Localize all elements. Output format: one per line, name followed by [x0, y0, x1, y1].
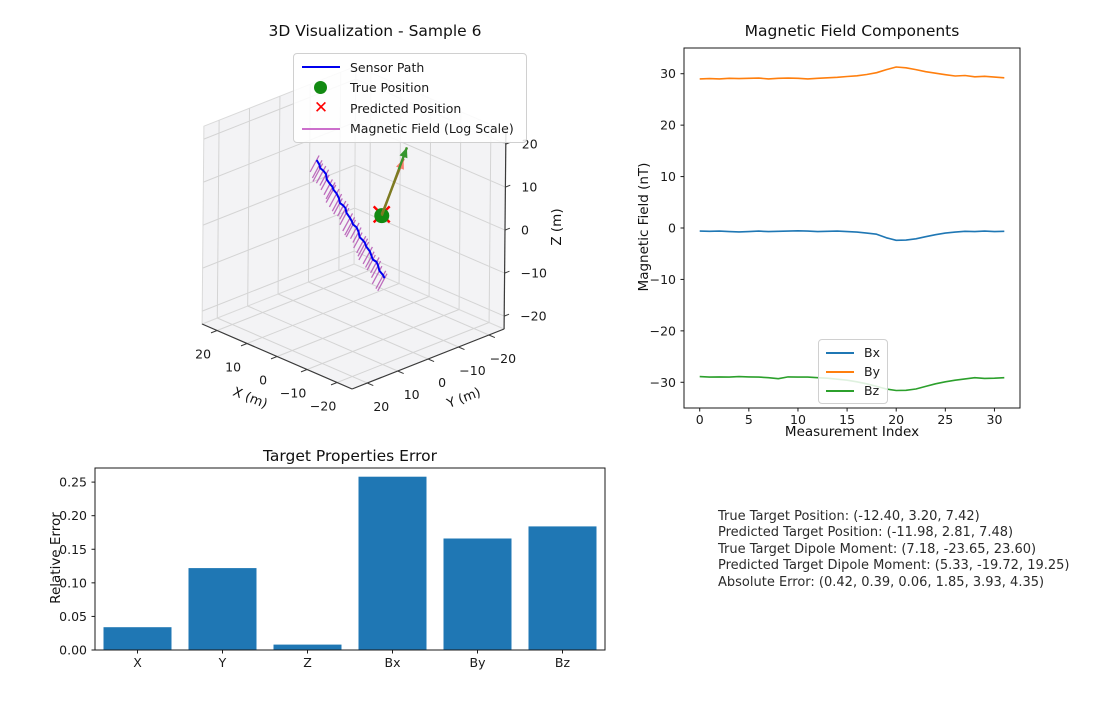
svg-text:By: By: [470, 655, 487, 670]
legend-item-sensor-path: Sensor Path: [302, 60, 518, 75]
svg-text:20: 20: [373, 399, 389, 414]
predicted-position-x-icon: ✕: [313, 98, 329, 119]
svg-text:25: 25: [937, 412, 953, 427]
legend-label: Bz: [864, 383, 880, 398]
mag-chart-title: Magnetic Field Components: [744, 22, 960, 40]
legend-item-bz: Bz: [826, 383, 880, 398]
svg-text:30: 30: [660, 66, 676, 81]
svg-text:10: 10: [660, 169, 676, 184]
legend-item-bx: Bx: [826, 345, 880, 360]
sensor-path-line-icon: [302, 66, 340, 69]
legend-label: Bx: [864, 345, 880, 360]
svg-text:0: 0: [259, 373, 267, 388]
svg-text:−10: −10: [459, 363, 485, 378]
plot3d-legend: Sensor Path True Position ✕ Predicted Po…: [293, 53, 527, 143]
svg-text:Bx: Bx: [385, 655, 401, 670]
plot3d-zaxis-label: Z (m): [549, 208, 565, 246]
svg-text:−20: −20: [650, 323, 676, 338]
svg-text:20: 20: [195, 347, 211, 362]
bz-line-icon: [826, 389, 854, 392]
info-true-dipole-moment: True Target Dipole Moment: (7.18, -23.65…: [718, 541, 1037, 557]
info-predicted-position: Predicted Target Position: (-11.98, 2.81…: [718, 525, 1014, 541]
svg-text:20: 20: [888, 412, 904, 427]
svg-text:Y: Y: [218, 655, 227, 670]
svg-text:−20: −20: [520, 309, 546, 324]
svg-text:0: 0: [668, 221, 676, 236]
svg-text:0.15: 0.15: [59, 542, 87, 557]
svg-text:10: 10: [790, 412, 806, 427]
svg-text:30: 30: [987, 412, 1003, 427]
svg-text:X: X: [133, 655, 142, 670]
legend-label: By: [864, 364, 880, 379]
by-line-icon: [826, 370, 854, 373]
legend-item-by: By: [826, 364, 880, 379]
target-info-panel: True Target Position: (-12.40, 3.20, 7.4…: [718, 509, 1070, 591]
legend-label: True Position: [350, 80, 430, 96]
magnetic-field-line-icon: [302, 127, 340, 130]
svg-text:20: 20: [660, 118, 676, 133]
svg-text:0: 0: [521, 223, 529, 238]
legend-item-magnetic-field: Magnetic Field (Log Scale): [302, 121, 518, 136]
svg-text:10: 10: [404, 387, 420, 402]
svg-text:0.00: 0.00: [59, 643, 87, 658]
svg-text:Bz: Bz: [555, 655, 571, 670]
svg-text:0: 0: [696, 412, 704, 427]
svg-text:0: 0: [438, 375, 446, 390]
legend-item-true-position: True Position: [302, 80, 518, 95]
info-absolute-error: Absolute Error: (0.42, 0.39, 0.06, 1.85,…: [718, 574, 1045, 590]
svg-text:0.10: 0.10: [59, 575, 87, 590]
svg-text:5: 5: [745, 412, 753, 427]
bar-chart-title: Target Properties Error: [263, 447, 437, 465]
svg-text:−20: −20: [310, 399, 336, 414]
svg-text:−10: −10: [280, 386, 306, 401]
info-predicted-dipole-moment: Predicted Target Dipole Moment: (5.33, -…: [718, 558, 1070, 574]
mag-chart-legend: Bx By Bz: [818, 339, 888, 404]
legend-label: Magnetic Field (Log Scale): [350, 121, 514, 137]
svg-text:0.05: 0.05: [59, 609, 87, 624]
legend-label: Sensor Path: [350, 59, 425, 75]
svg-text:−20: −20: [490, 351, 516, 366]
svg-text:−30: −30: [650, 375, 676, 390]
svg-text:10: 10: [225, 360, 241, 375]
svg-text:0.20: 0.20: [59, 508, 87, 523]
legend-item-predicted-position: ✕ Predicted Position: [302, 98, 518, 119]
svg-text:−10: −10: [650, 272, 676, 287]
info-true-position: True Target Position: (-12.40, 3.20, 7.4…: [718, 509, 980, 524]
true-position-dot-icon: [314, 81, 327, 95]
svg-text:15: 15: [839, 412, 855, 427]
legend-label: Predicted Position: [350, 100, 462, 116]
mag-chart-xaxis-label: Measurement Index: [784, 424, 920, 440]
svg-text:Z: Z: [303, 655, 312, 670]
bx-line-icon: [826, 351, 854, 354]
mag-chart-yaxis-label: Magnetic Field (nT): [636, 162, 652, 292]
svg-text:0.25: 0.25: [59, 475, 87, 490]
svg-text:10: 10: [521, 180, 537, 195]
bar-chart-yaxis-label: Relative Error: [48, 512, 64, 604]
svg-text:−10: −10: [521, 266, 547, 281]
plot3d-title: 3D Visualization - Sample 6: [268, 22, 482, 40]
